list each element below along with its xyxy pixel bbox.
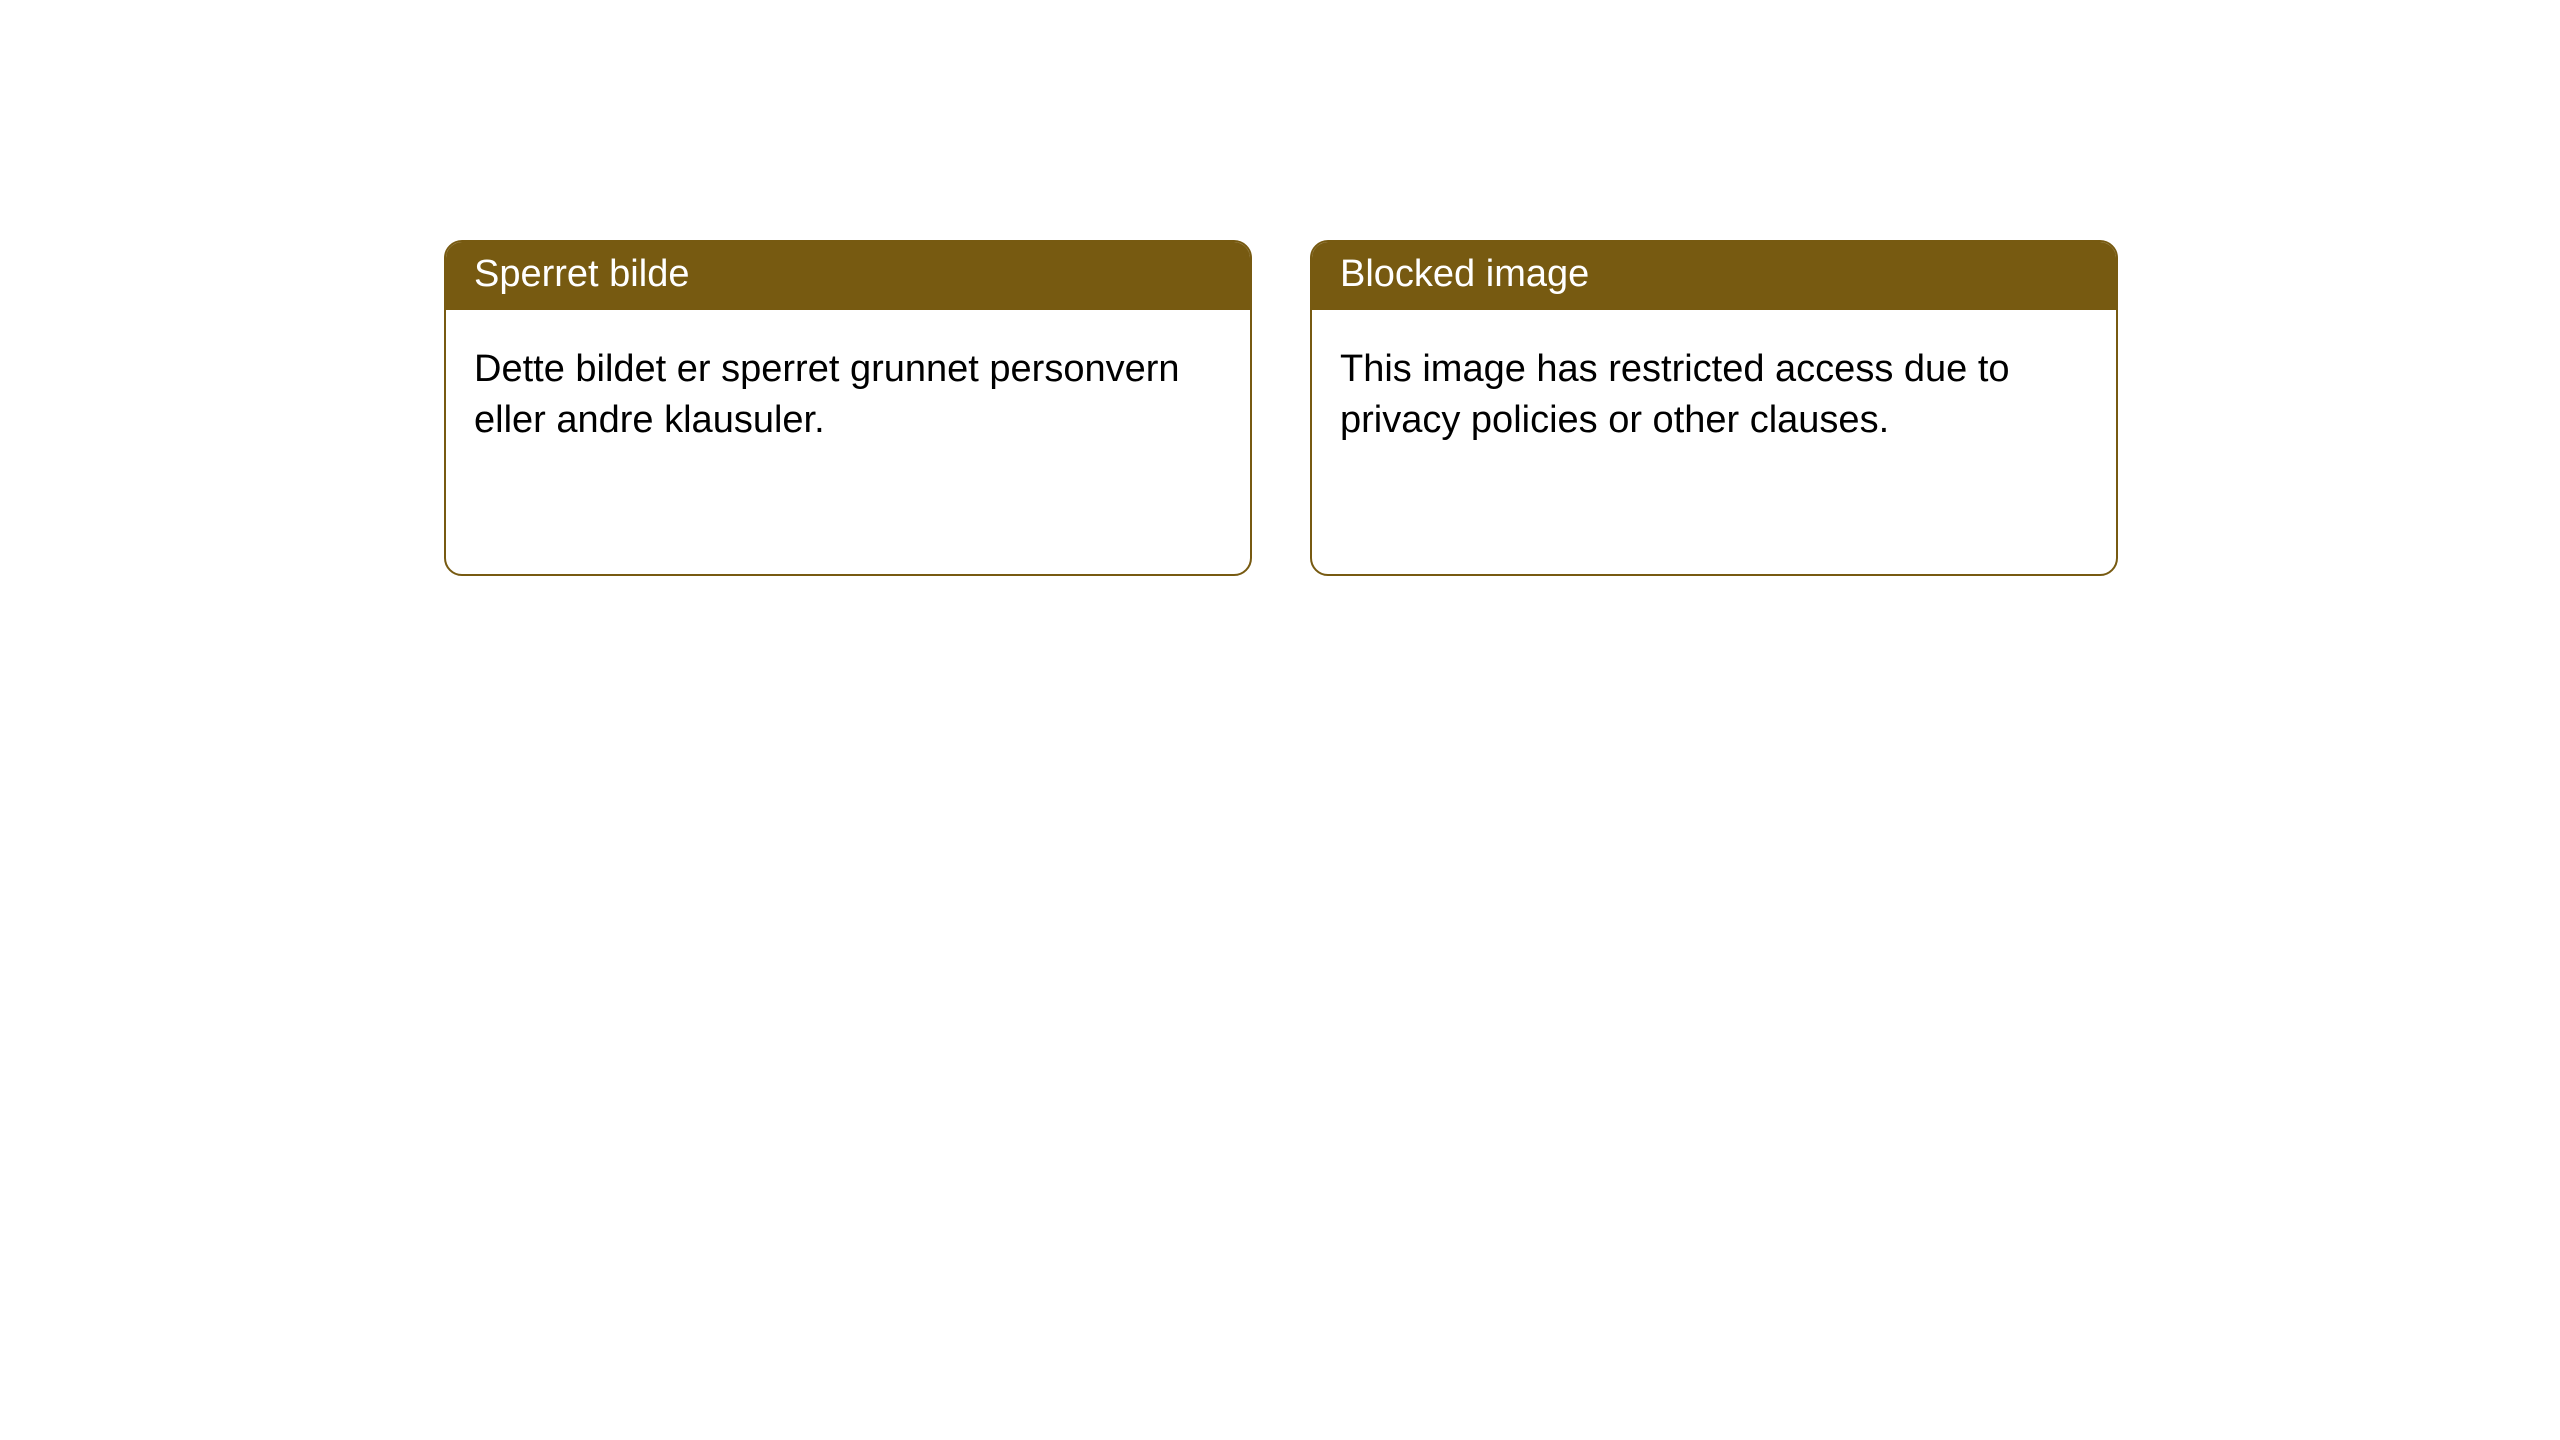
notice-body: This image has restricted access due to … bbox=[1312, 310, 2116, 481]
notice-card-english: Blocked image This image has restricted … bbox=[1310, 240, 2118, 576]
notice-title: Blocked image bbox=[1312, 242, 2116, 310]
blocked-image-notices: Sperret bilde Dette bildet er sperret gr… bbox=[444, 240, 2560, 576]
notice-title: Sperret bilde bbox=[446, 242, 1250, 310]
notice-card-norwegian: Sperret bilde Dette bildet er sperret gr… bbox=[444, 240, 1252, 576]
notice-body: Dette bildet er sperret grunnet personve… bbox=[446, 310, 1250, 481]
